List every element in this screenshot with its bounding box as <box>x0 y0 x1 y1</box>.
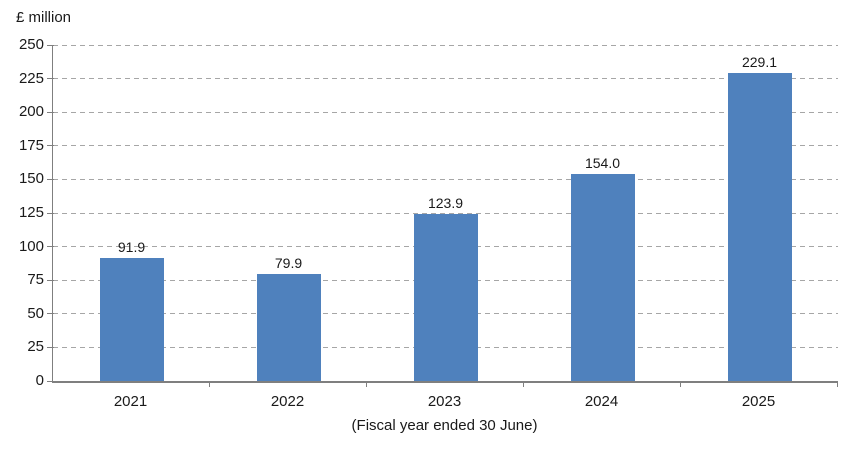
y-tick-mark <box>47 145 54 147</box>
x-boundary-tick <box>837 381 838 387</box>
y-tick-label: 100 <box>18 237 44 255</box>
y-tick-label: 150 <box>18 170 44 188</box>
x-tick-label: 2023 <box>427 393 462 410</box>
y-axis-title: £ million <box>16 9 72 26</box>
x-axis-title: (Fiscal year ended 30 June) <box>351 417 538 434</box>
gridline <box>53 44 838 46</box>
bar-value-label: 154.0 <box>584 155 621 172</box>
bar <box>570 174 635 381</box>
x-tick-label: 2025 <box>741 393 776 410</box>
bar <box>99 257 164 381</box>
y-tick-label: 175 <box>18 136 44 154</box>
y-tick-label: 250 <box>18 36 44 53</box>
y-tick-label: 50 <box>27 304 44 322</box>
bar-value-label: 79.9 <box>274 254 303 271</box>
y-tick-mark <box>47 346 54 348</box>
x-tick-label: 2024 <box>584 393 619 410</box>
y-tick-label: 75 <box>27 271 44 289</box>
gridline <box>53 145 838 147</box>
gridline <box>53 78 838 80</box>
bar <box>727 73 792 381</box>
gridline <box>53 212 838 214</box>
bar <box>256 273 321 381</box>
y-tick-mark <box>47 313 54 315</box>
bar-value-label: 123.9 <box>427 195 464 212</box>
bar-value-label: 91.9 <box>117 238 146 255</box>
plot-area: 91.9 79.9 123.9 154.0 229.1 <box>47 44 838 387</box>
x-boundary-tick <box>680 381 681 387</box>
gridline <box>53 111 838 113</box>
x-boundary-tick <box>523 381 524 387</box>
y-tick-mark <box>47 44 54 46</box>
bar-value-label: 229.1 <box>741 54 778 71</box>
y-tick-mark <box>47 246 54 248</box>
y-tick-label: 25 <box>27 338 44 356</box>
x-tick-label: 2021 <box>113 393 148 410</box>
y-tick-mark <box>47 212 54 214</box>
y-tick-label: 125 <box>18 204 44 221</box>
gridline <box>53 178 838 180</box>
y-tick-mark <box>47 78 54 80</box>
y-tick-mark <box>47 380 54 382</box>
y-tick-label: 0 <box>35 372 44 389</box>
x-tick-label: 2022 <box>270 393 305 410</box>
bar <box>413 214 478 381</box>
y-tick-label: 200 <box>18 103 44 121</box>
y-tick-mark <box>47 111 54 113</box>
x-boundary-tick <box>366 381 367 387</box>
y-tick-label: 225 <box>18 69 44 87</box>
y-tick-mark <box>47 178 54 180</box>
x-boundary-tick <box>209 381 210 387</box>
y-tick-mark <box>47 279 54 281</box>
